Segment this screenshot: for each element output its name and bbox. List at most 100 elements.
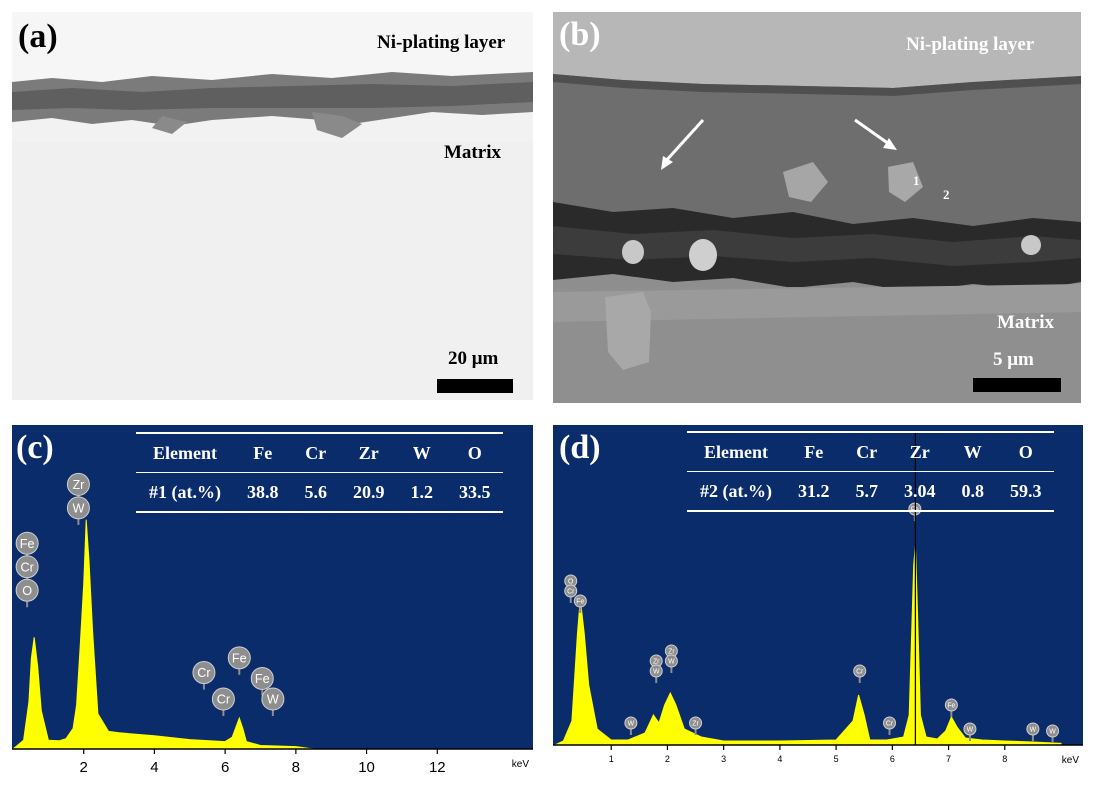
table-cell: 5.7: [842, 471, 891, 512]
x-tick-label: 2: [665, 754, 670, 764]
table-header-row: Element Fe Cr Zr W O: [136, 432, 504, 473]
svg-text:Fe: Fe: [947, 703, 955, 710]
scale-bar-b: [973, 378, 1061, 392]
table-cell: 38.8: [233, 472, 292, 513]
table-header-cell: Cr: [291, 432, 340, 473]
element-marker-fe: Fe: [944, 698, 958, 717]
table-header-row: Element Fe Cr Zr W O: [687, 431, 1055, 472]
x-tick-label: 10: [358, 759, 375, 773]
x-axis-strip: [553, 745, 1083, 775]
svg-text:Zr: Zr: [72, 478, 84, 492]
table-header-cell: Element: [687, 431, 785, 472]
svg-text:O: O: [568, 579, 574, 586]
element-marker-w: W: [66, 496, 90, 525]
table-row: #1 (at.%) 38.8 5.6 20.9 1.2 33.5: [136, 472, 504, 513]
svg-text:Fe: Fe: [576, 599, 584, 606]
spectrum-series: [554, 544, 1062, 746]
table-header-cell: W: [397, 432, 446, 473]
x-tick-label: 8: [292, 759, 300, 773]
x-tick-label: 6: [890, 754, 895, 764]
scale-bar-a: [437, 379, 513, 393]
x-axis-unit: keV: [1062, 755, 1080, 766]
element-marker-w: W: [624, 716, 638, 735]
x-tick-label: 4: [777, 754, 782, 764]
element-marker-fe: Fe: [227, 646, 251, 675]
panel-a-label: (a): [18, 18, 58, 55]
element-marker-fe: Fe: [250, 666, 274, 696]
element-marker-cr: Cr: [564, 584, 578, 603]
panel-c-label: (c): [16, 429, 54, 466]
element-marker-zr: Zr: [689, 716, 703, 735]
svg-text:W: W: [628, 721, 635, 728]
table-header-cell: Cr: [842, 431, 891, 472]
x-tick-label: 2: [80, 759, 88, 773]
svg-text:Cr: Cr: [197, 666, 210, 680]
point-1-marker: 1: [913, 173, 920, 188]
composition-table-d: Element Fe Cr Zr W O #2 (at.%) 31.2 5.7 …: [687, 431, 1055, 512]
svg-text:Fe: Fe: [20, 537, 35, 551]
sem-image-b-graphic: [553, 12, 1081, 403]
svg-text:Zr: Zr: [668, 649, 675, 656]
element-marker-cr: Cr: [211, 687, 235, 717]
x-tick-label: 3: [721, 754, 726, 764]
svg-text:O: O: [22, 584, 32, 598]
scale-label-a: 20 μm: [448, 348, 499, 369]
svg-text:Fe: Fe: [232, 651, 247, 665]
sem-image-b: (b) Ni-plating layer Matrix 1 2 5 μm: [553, 12, 1081, 403]
matrix-label-a: Matrix: [444, 142, 501, 163]
table-header-cell: Zr: [890, 431, 949, 472]
svg-text:Cr: Cr: [20, 560, 33, 574]
svg-text:W: W: [267, 693, 279, 707]
table-cell: 33.5: [445, 472, 504, 513]
x-tick-label: 12: [429, 759, 446, 773]
element-marker-w: W: [649, 664, 663, 683]
table-cell: 3.04: [890, 471, 949, 512]
svg-text:W: W: [1049, 729, 1056, 736]
svg-text:Fe: Fe: [255, 672, 270, 686]
table-cell: #2 (at.%): [687, 471, 785, 512]
spectrum-series: [12, 519, 314, 750]
sem-image-a: (a) Ni-plating layer Matrix 20 μm: [12, 12, 533, 400]
table-row: #2 (at.%) 31.2 5.7 3.04 0.8 59.3: [687, 471, 1055, 512]
x-axis-strip: [12, 749, 533, 773]
svg-text:W: W: [653, 669, 660, 676]
svg-text:W: W: [1030, 727, 1037, 734]
table-cell: 59.3: [996, 471, 1055, 512]
table-header-cell: Fe: [233, 432, 292, 473]
svg-text:Cr: Cr: [567, 589, 575, 596]
table-header-cell: Element: [136, 432, 234, 473]
scale-label-b: 5 μm: [993, 349, 1034, 370]
x-tick-label: 6: [221, 759, 229, 773]
svg-text:Cr: Cr: [886, 721, 894, 728]
svg-text:Zr: Zr: [653, 659, 660, 666]
x-tick-label: 4: [150, 759, 158, 773]
eds-spectrum-c-chart: 2 4 6 8 10 12 keV Zr W Fe Cr O Cr Cr Fe Fe W: [12, 472, 533, 773]
element-marker-w: W: [1046, 724, 1060, 743]
sem-image-a-graphic: [12, 12, 533, 400]
x-axis-unit: keV: [512, 759, 530, 770]
table-cell: 0.8: [948, 471, 997, 512]
x-tick-label: 5: [834, 754, 839, 764]
element-marker-cr: Cr: [853, 664, 867, 683]
element-marker-cr: Cr: [883, 716, 897, 735]
svg-text:Zr: Zr: [692, 721, 699, 728]
svg-text:Cr: Cr: [856, 669, 864, 676]
element-marker-w: W: [1026, 722, 1040, 741]
eds-spectrum-panel-c: 2 4 6 8 10 12 keV Zr W Fe Cr O Cr Cr Fe Fe W (c) Element…: [12, 425, 533, 773]
x-tick-label: 1: [609, 754, 614, 764]
point-2-marker: 2: [943, 187, 950, 202]
table-cell: 20.9: [339, 472, 398, 513]
element-marker-fe: Fe: [573, 594, 587, 613]
table-cell: 1.2: [397, 472, 446, 513]
svg-text:W: W: [668, 659, 675, 666]
ni-plating-label-a: Ni-plating layer: [377, 32, 506, 53]
element-marker-cr: Cr: [192, 661, 216, 690]
table-header-cell: W: [948, 431, 997, 472]
table-header-cell: O: [445, 432, 504, 473]
ni-plating-label-b: Ni-plating layer: [906, 34, 1035, 55]
table-header-cell: Zr: [339, 432, 398, 473]
svg-text:W: W: [967, 727, 974, 734]
element-marker-w: W: [261, 687, 285, 717]
table-cell: 31.2: [784, 471, 843, 512]
panel-b-label: (b): [559, 16, 601, 53]
